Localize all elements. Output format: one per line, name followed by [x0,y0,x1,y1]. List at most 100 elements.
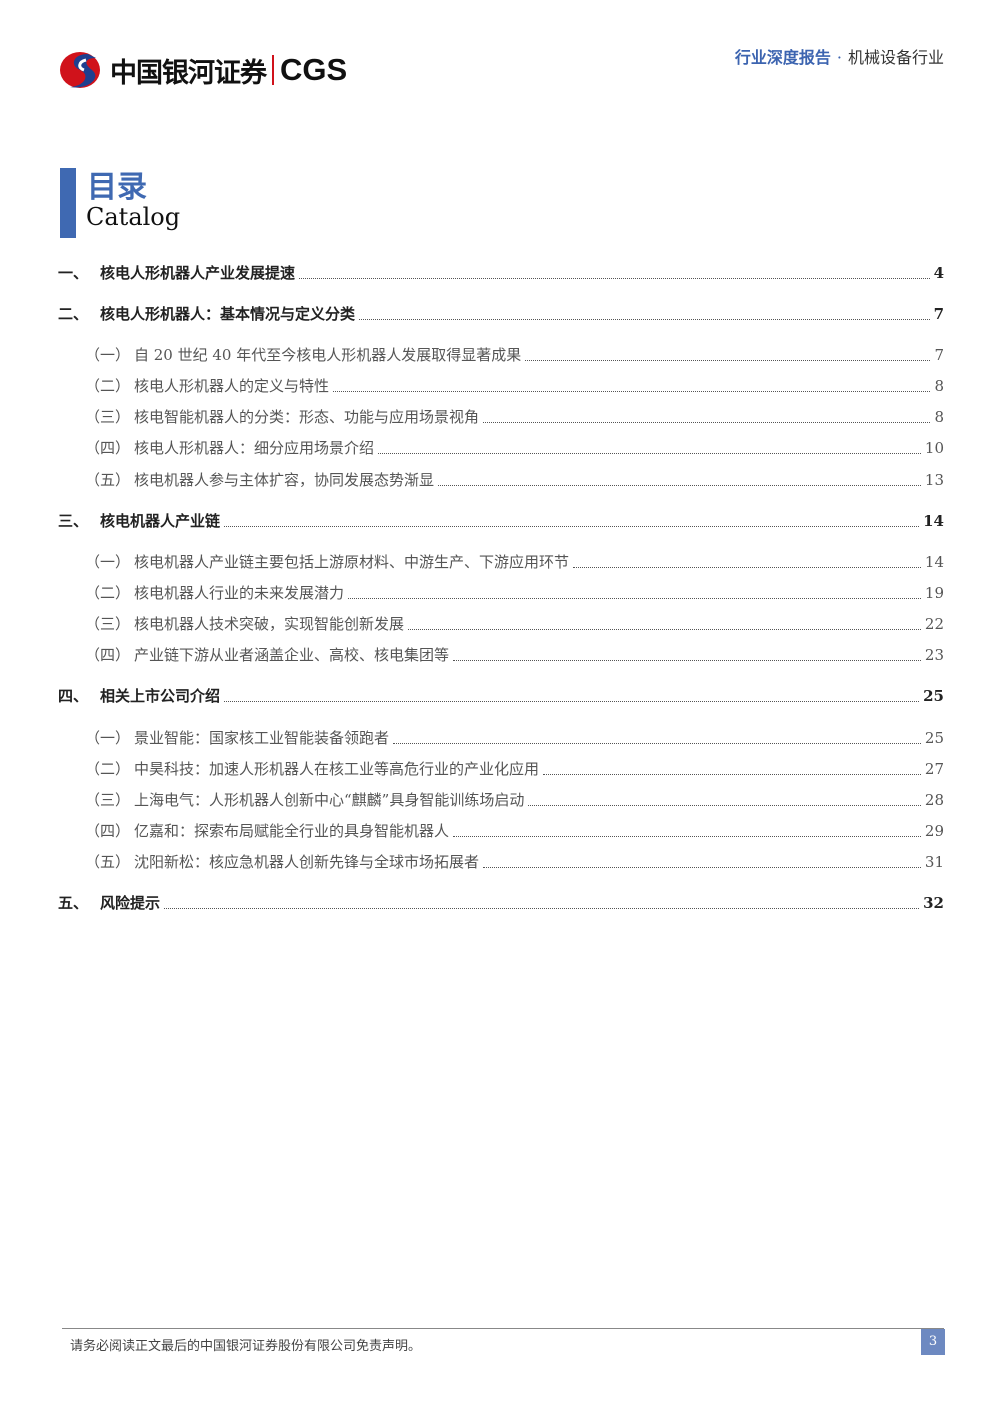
toc-number: （四） [85,646,131,664]
page-subtitle: Catalog [86,203,181,231]
toc-title[interactable]: 核电人形机器人的定义与特性 [134,377,330,395]
toc-number: 一、 [58,264,89,282]
toc-entry[interactable]: （二） 中昊科技：加速人形机器人在核工业等高危行业的产业化应用 27 [58,758,944,779]
toc-entry[interactable]: 四、 相关上市公司介绍 25 [58,685,944,706]
toc-page[interactable]: 32 [923,894,944,912]
toc-leader-dots [359,318,930,320]
toc-leader-dots [224,700,920,702]
toc-leader-dots [573,566,921,568]
toc-number: （五） [85,853,131,871]
toc-number: （二） [85,377,131,395]
toc-entry[interactable]: （四） 产业链下游从业者涵盖企业、高校、核电集团等 23 [58,644,944,665]
toc-page[interactable]: 4 [933,264,944,282]
toc-title[interactable]: 核电人形机器人产业发展提速 [100,264,296,282]
galaxy-logo-icon [60,52,100,88]
toc-number: （三） [85,408,131,426]
toc-entry[interactable]: （五） 核电机器人参与主体扩容，协同发展态势渐显 13 [58,469,944,490]
toc-entry[interactable]: （三） 核电智能机器人的分类：形态、功能与应用场景视角 8 [58,406,944,427]
toc-page[interactable]: 8 [934,408,944,426]
page-title: 目录 [87,170,147,205]
toc-leader-dots [528,804,921,806]
toc-page[interactable]: 22 [924,615,944,633]
toc-number: 四、 [58,687,89,705]
toc-title[interactable]: 核电机器人行业的未来发展潜力 [134,584,345,602]
toc-page[interactable]: 23 [924,646,944,664]
toc-title[interactable]: 自 20 世纪 40 年代至今核电人形机器人发展取得显著成果 [134,346,522,364]
toc-page[interactable]: 14 [924,553,944,571]
toc-entry[interactable]: （一）自 20 世纪 40 年代至今核电人形机器人发展取得显著成果 7 [58,344,944,365]
toc-title[interactable]: 核电人形机器人：基本情况与定义分类 [100,305,356,323]
toc-page[interactable]: 29 [924,822,944,840]
toc-page[interactable]: 7 [934,346,944,364]
toc-leader-dots [438,484,921,486]
toc-leader-dots [393,742,921,744]
toc-page[interactable]: 25 [924,729,944,747]
toc-title[interactable]: 沈阳新松：核应急机器人创新先锋与全球市场拓展者 [134,853,480,871]
toc-number: （四） [85,822,131,840]
toc-entry[interactable]: 一、 核电人形机器人产业发展提速 4 [58,262,944,283]
toc-entry[interactable]: （三） 核电机器人技术突破，实现智能创新发展 22 [58,613,944,634]
toc-title[interactable]: 核电人形机器人：细分应用场景介绍 [134,439,375,457]
toc-leader-dots [408,628,921,630]
toc-page[interactable]: 14 [923,512,944,530]
toc-title[interactable]: 亿嘉和：探索布局赋能全行业的具身智能机器人 [134,822,450,840]
header-report-info: 行业深度报告 · 机械设备行业 [735,44,944,68]
toc-page[interactable]: 19 [924,584,944,602]
toc-entry[interactable]: 三、 核电机器人产业链 14 [58,510,944,531]
toc-page[interactable]: 27 [924,760,944,778]
toc-page[interactable]: 31 [924,853,944,871]
toc-leader-dots [333,390,931,392]
toc-number: （二） [85,584,131,602]
toc-entry[interactable]: （二） 核电机器人行业的未来发展潜力 19 [58,582,944,603]
toc-title[interactable]: 核电机器人产业链 [100,512,221,530]
toc-entry[interactable]: （二） 核电人形机器人的定义与特性 8 [58,375,944,396]
toc-title[interactable]: 核电机器人技术突破，实现智能创新发展 [134,615,405,633]
toc-title[interactable]: 风险提示 [100,894,161,912]
toc-entry[interactable]: 二、 核电人形机器人：基本情况与定义分类 7 [58,303,944,324]
toc-number: （一） [85,553,131,571]
toc-leader-dots [224,525,920,527]
toc-entry[interactable]: （一） 景业智能：国家核工业智能装备领跑者 25 [58,727,944,748]
toc-number: 五、 [58,894,89,912]
toc-title[interactable]: 核电机器人参与主体扩容，协同发展态势渐显 [134,471,435,489]
toc-title[interactable]: 核电机器人产业链主要包括上游原材料、中游生产、下游应用环节 [134,553,570,571]
toc-page[interactable]: 28 [924,791,944,809]
toc-leader-dots [453,835,921,837]
industry-label: 机械设备行业 [847,48,944,67]
toc-page[interactable]: 10 [924,439,944,457]
toc-entry[interactable]: （四） 亿嘉和：探索布局赋能全行业的具身智能机器人 29 [58,820,944,841]
toc-entry[interactable]: （五） 沈阳新松：核应急机器人创新先锋与全球市场拓展者 31 [58,851,944,872]
toc-number: （三） [85,615,131,633]
toc-entry[interactable]: （一） 核电机器人产业链主要包括上游原材料、中游生产、下游应用环节 14 [58,551,944,572]
toc-page[interactable]: 13 [924,471,944,489]
title-accent-bar [60,168,76,238]
header-separator: · [836,48,842,67]
toc-entry[interactable]: （三） 上海电气：人形机器人创新中心“麒麟”具身智能训练场启动 28 [58,789,944,810]
toc-leader-dots [299,277,930,279]
toc-leader-dots [483,866,921,868]
toc-number: 二、 [58,305,89,323]
toc-entry[interactable]: 五、 风险提示 32 [58,892,944,913]
logo-en-text: CGS [280,52,348,87]
toc-number: （四） [85,439,131,457]
toc-title[interactable]: 核电智能机器人的分类：形态、功能与应用场景视角 [134,408,480,426]
toc-title[interactable]: 相关上市公司介绍 [100,687,221,705]
toc-leader-dots [543,773,921,775]
logo-cn-text: 中国银河证券 [110,57,267,89]
toc-page[interactable]: 8 [934,377,944,395]
toc-number: （二） [85,760,131,778]
toc-leader-dots [525,359,931,361]
toc-number: （一） [85,346,131,364]
toc-number: （一） [85,729,131,747]
toc-entry[interactable]: （四） 核电人形机器人：细分应用场景介绍 10 [58,437,944,458]
toc-title[interactable]: 景业智能：国家核工业智能装备领跑者 [134,729,390,747]
toc-page[interactable]: 25 [923,687,944,705]
toc-title[interactable]: 产业链下游从业者涵盖企业、高校、核电集团等 [134,646,450,664]
toc-leader-dots [378,452,921,454]
toc-title[interactable]: 上海电气：人形机器人创新中心“麒麟”具身智能训练场启动 [134,791,525,809]
toc-number: （五） [85,471,131,489]
toc-leader-dots [164,907,920,909]
toc-page[interactable]: 7 [933,305,944,323]
toc-title[interactable]: 中昊科技：加速人形机器人在核工业等高危行业的产业化应用 [134,760,540,778]
